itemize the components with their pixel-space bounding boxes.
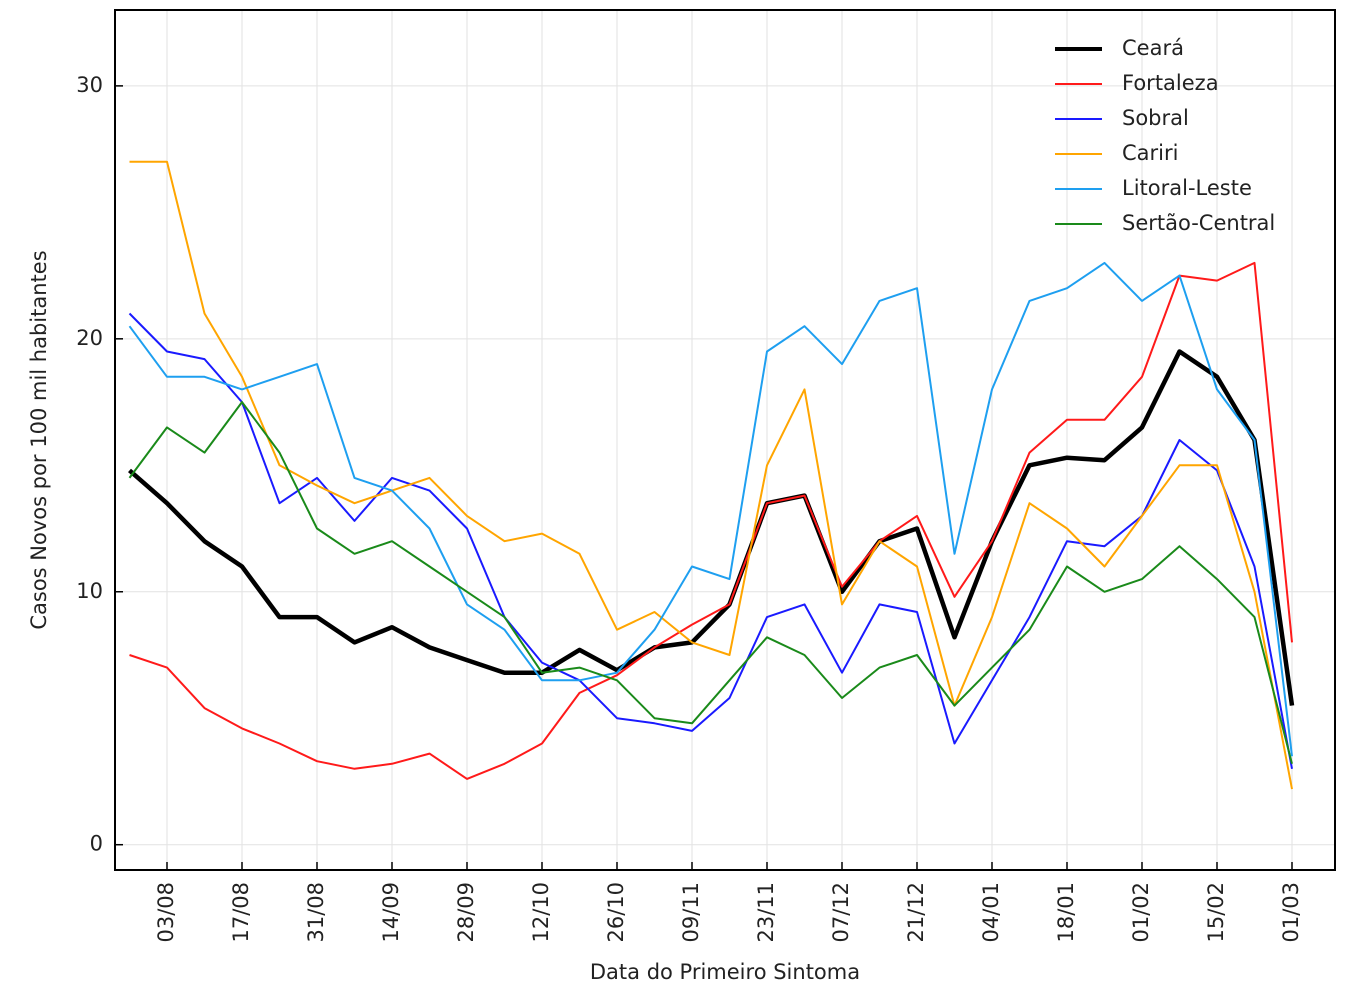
series-line (129, 160, 1293, 790)
x-tick-label: 03/08 (154, 882, 178, 943)
x-tick-label: 04/01 (979, 882, 1003, 943)
x-tick-label: 09/11 (679, 882, 703, 943)
y-tick-label: 30 (76, 73, 103, 97)
x-tick-label: 14/09 (379, 882, 403, 943)
lines-layer (128, 160, 1295, 790)
series-line (128, 261, 1293, 757)
legend-label: Sobral (1122, 106, 1189, 130)
series-line (128, 349, 1295, 706)
legend-label: Litoral-Leste (1122, 176, 1252, 200)
x-tick-label: 15/02 (1204, 882, 1228, 943)
y-tick-label: 20 (76, 326, 103, 350)
legend-label: Cariri (1122, 141, 1178, 165)
x-tick-label: 21/12 (904, 882, 928, 943)
x-tick-label: 26/10 (604, 882, 628, 943)
y-tick-label: 0 (90, 832, 103, 856)
y-axis-title: Casos Novos por 100 mil habitantes (27, 250, 51, 629)
x-tick-label: 12/10 (529, 882, 553, 943)
legend-label: Ceará (1122, 36, 1184, 60)
grid-layer (115, 10, 1335, 870)
x-axis-title: Data do Primeiro Sintoma (590, 960, 860, 984)
x-tick-label: 07/12 (829, 882, 853, 943)
x-tick-label: 31/08 (304, 882, 328, 943)
y-tick-label: 10 (76, 579, 103, 603)
x-tick-label: 01/02 (1129, 882, 1153, 943)
legend-label: Sertão-Central (1122, 211, 1275, 235)
plot-frame (114, 9, 1336, 871)
x-tick-label: 18/01 (1054, 882, 1078, 943)
x-tick-label: 28/09 (454, 882, 478, 943)
series-line (129, 261, 1293, 780)
x-tick-label: 17/08 (229, 882, 253, 943)
legend-label: Fortaleza (1122, 71, 1219, 95)
series-line (128, 312, 1293, 769)
x-tick-label: 01/03 (1279, 882, 1303, 943)
x-tick-label: 23/11 (754, 882, 778, 943)
series-line (128, 401, 1293, 765)
